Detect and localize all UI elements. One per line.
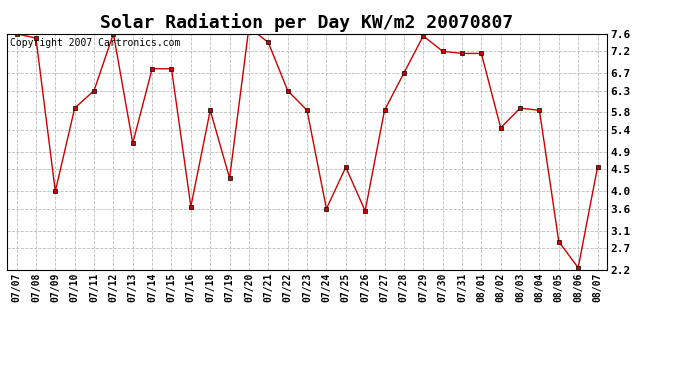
Text: Copyright 2007 Cartronics.com: Copyright 2007 Cartronics.com	[10, 39, 180, 48]
Title: Solar Radiation per Day KW/m2 20070807: Solar Radiation per Day KW/m2 20070807	[101, 13, 513, 32]
